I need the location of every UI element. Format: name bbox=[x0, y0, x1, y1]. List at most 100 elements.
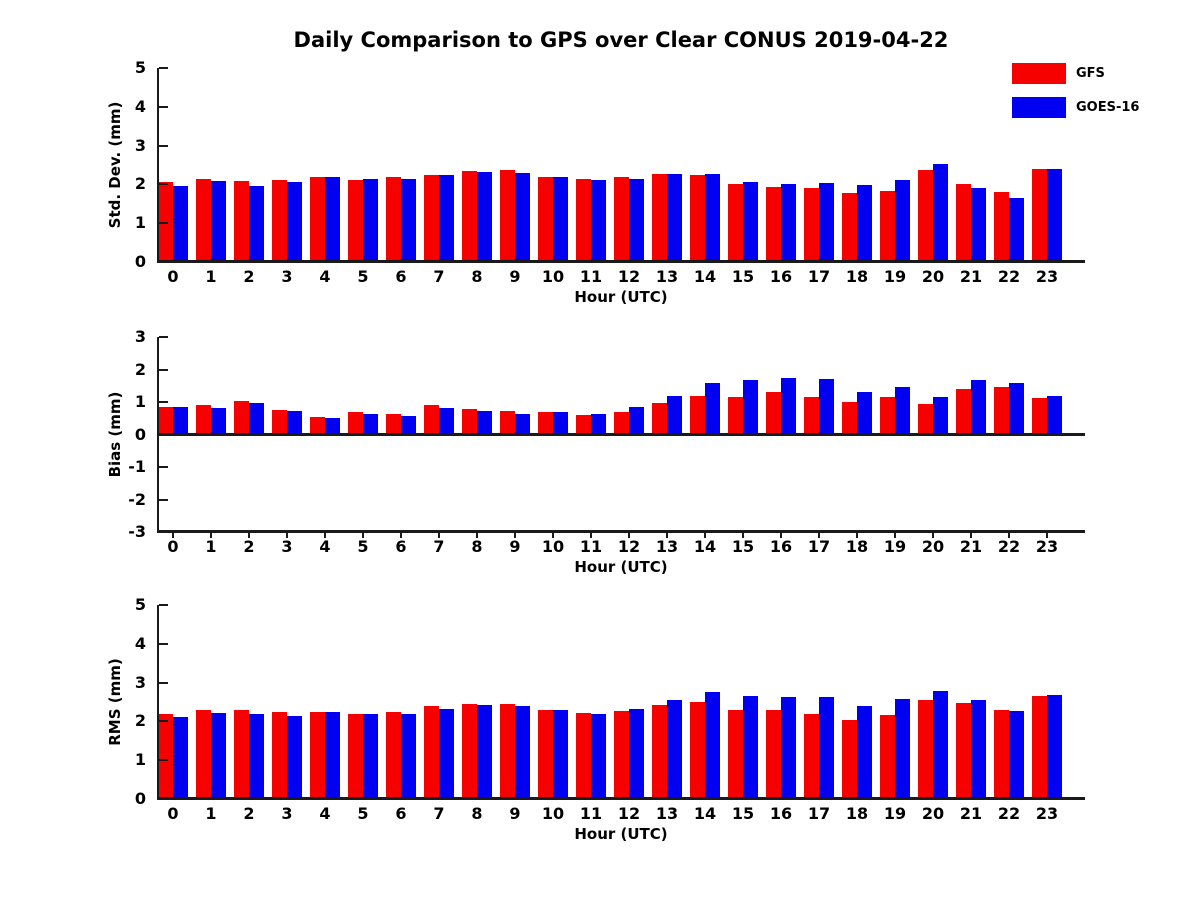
bar-goes-16 bbox=[933, 164, 948, 262]
left-spine bbox=[157, 68, 159, 263]
bar-gfs bbox=[234, 181, 249, 262]
bar-goes-16 bbox=[477, 705, 492, 799]
bar-gfs bbox=[842, 192, 857, 262]
y-tick bbox=[159, 498, 168, 501]
bar-goes-16 bbox=[667, 395, 682, 435]
x-tick-label: 9 bbox=[509, 267, 521, 286]
x-tick-label: 5 bbox=[357, 267, 369, 286]
bar-goes-16 bbox=[591, 179, 606, 262]
y-tick-label: 4 bbox=[134, 633, 146, 653]
bar-goes-16 bbox=[1009, 710, 1024, 799]
x-tick bbox=[932, 533, 934, 538]
bar-goes-16 bbox=[819, 696, 834, 799]
y-tick bbox=[159, 222, 168, 225]
x-tick-label: 15 bbox=[731, 267, 755, 286]
x-tick-label: 2 bbox=[243, 537, 255, 556]
bar-gfs bbox=[880, 715, 895, 799]
x-tick-label: 15 bbox=[731, 804, 755, 823]
x-tick-label: 14 bbox=[693, 537, 717, 556]
y-tick-label: 0 bbox=[134, 789, 146, 808]
bar-gfs bbox=[804, 188, 819, 262]
bar-gfs bbox=[728, 397, 743, 435]
y-tick bbox=[159, 105, 168, 108]
bar-gfs bbox=[956, 702, 971, 799]
y-tick bbox=[159, 401, 168, 403]
bar-gfs bbox=[766, 392, 781, 435]
bottom-spine bbox=[157, 260, 1085, 263]
bar-gfs bbox=[196, 178, 211, 262]
bar-goes-16 bbox=[477, 411, 492, 435]
bar-gfs bbox=[690, 175, 705, 262]
y-tick-label: 5 bbox=[134, 58, 146, 77]
bar-gfs bbox=[652, 173, 667, 262]
x-tick-label: 21 bbox=[959, 267, 983, 286]
bar-goes-16 bbox=[895, 180, 910, 262]
bar-goes-16 bbox=[553, 176, 568, 262]
bar-gfs bbox=[500, 703, 515, 799]
x-tick bbox=[856, 533, 858, 538]
bar-gfs bbox=[348, 179, 363, 262]
bar-gfs bbox=[994, 387, 1009, 435]
x-tick-label: 17 bbox=[807, 267, 831, 286]
x-tick-label: 20 bbox=[921, 267, 945, 286]
x-tick-label: 11 bbox=[579, 537, 603, 556]
x-axis-label: Hour (UTC) bbox=[574, 825, 668, 843]
bar-goes-16 bbox=[439, 407, 454, 435]
x-tick bbox=[400, 533, 402, 538]
bar-gfs bbox=[386, 176, 401, 262]
x-tick bbox=[248, 533, 250, 538]
bar-goes-16 bbox=[933, 397, 948, 435]
bar-gfs bbox=[196, 405, 211, 435]
x-tick-label: 0 bbox=[167, 804, 179, 823]
bar-goes-16 bbox=[173, 406, 188, 435]
bar-gfs bbox=[994, 709, 1009, 799]
bar-goes-16 bbox=[363, 178, 378, 262]
bar-gfs bbox=[462, 170, 477, 262]
bar-goes-16 bbox=[857, 184, 872, 262]
x-tick-label: 12 bbox=[617, 804, 641, 823]
x-tick bbox=[438, 533, 440, 538]
y-tick bbox=[159, 67, 168, 69]
y-tick-label: 1 bbox=[134, 213, 146, 233]
x-tick-label: 6 bbox=[395, 537, 407, 556]
x-tick-label: 9 bbox=[509, 804, 521, 823]
y-tick-label: 5 bbox=[134, 595, 146, 614]
bar-gfs bbox=[1032, 168, 1047, 262]
bar-goes-16 bbox=[325, 418, 340, 435]
x-tick-label: 23 bbox=[1035, 537, 1059, 556]
y-tick bbox=[159, 798, 168, 800]
bar-gfs bbox=[272, 409, 287, 435]
bar-goes-16 bbox=[629, 708, 644, 799]
y-tick-label: -3 bbox=[128, 522, 146, 541]
y-tick bbox=[159, 642, 168, 645]
bar-gfs bbox=[196, 709, 211, 799]
x-tick-label: 7 bbox=[433, 537, 445, 556]
bar-goes-16 bbox=[743, 696, 758, 799]
bar-goes-16 bbox=[363, 414, 378, 435]
bar-gfs bbox=[310, 416, 325, 435]
bar-goes-16 bbox=[781, 184, 796, 262]
x-tick-label: 23 bbox=[1035, 804, 1059, 823]
y-tick bbox=[159, 183, 168, 186]
x-tick-label: 18 bbox=[845, 267, 869, 286]
bar-gfs bbox=[804, 713, 819, 799]
bar-goes-16 bbox=[667, 700, 682, 799]
bar-goes-16 bbox=[857, 391, 872, 435]
x-tick-label: 14 bbox=[693, 804, 717, 823]
bar-goes-16 bbox=[211, 712, 226, 799]
bar-gfs bbox=[576, 178, 591, 262]
bar-goes-16 bbox=[1009, 198, 1024, 262]
x-axis-label: Hour (UTC) bbox=[574, 288, 668, 306]
y-tick-label: 0 bbox=[134, 252, 146, 271]
x-tick-label: 5 bbox=[357, 804, 369, 823]
bar-goes-16 bbox=[439, 708, 454, 799]
bar-goes-16 bbox=[857, 706, 872, 799]
y-axis-label: Bias (mm) bbox=[106, 391, 124, 478]
bar-gfs bbox=[614, 411, 629, 435]
chart-std-dev: 0 1 2 3 4 5 0 1 2 3 4 5 6 7 8 9 10 11 12 13 14 15 16 17 18 19 20 21… bbox=[106, 58, 1085, 306]
bar-goes-16 bbox=[1009, 383, 1024, 435]
bar-goes-16 bbox=[705, 691, 720, 799]
x-tick-label: 20 bbox=[921, 804, 945, 823]
x-tick bbox=[742, 533, 744, 538]
